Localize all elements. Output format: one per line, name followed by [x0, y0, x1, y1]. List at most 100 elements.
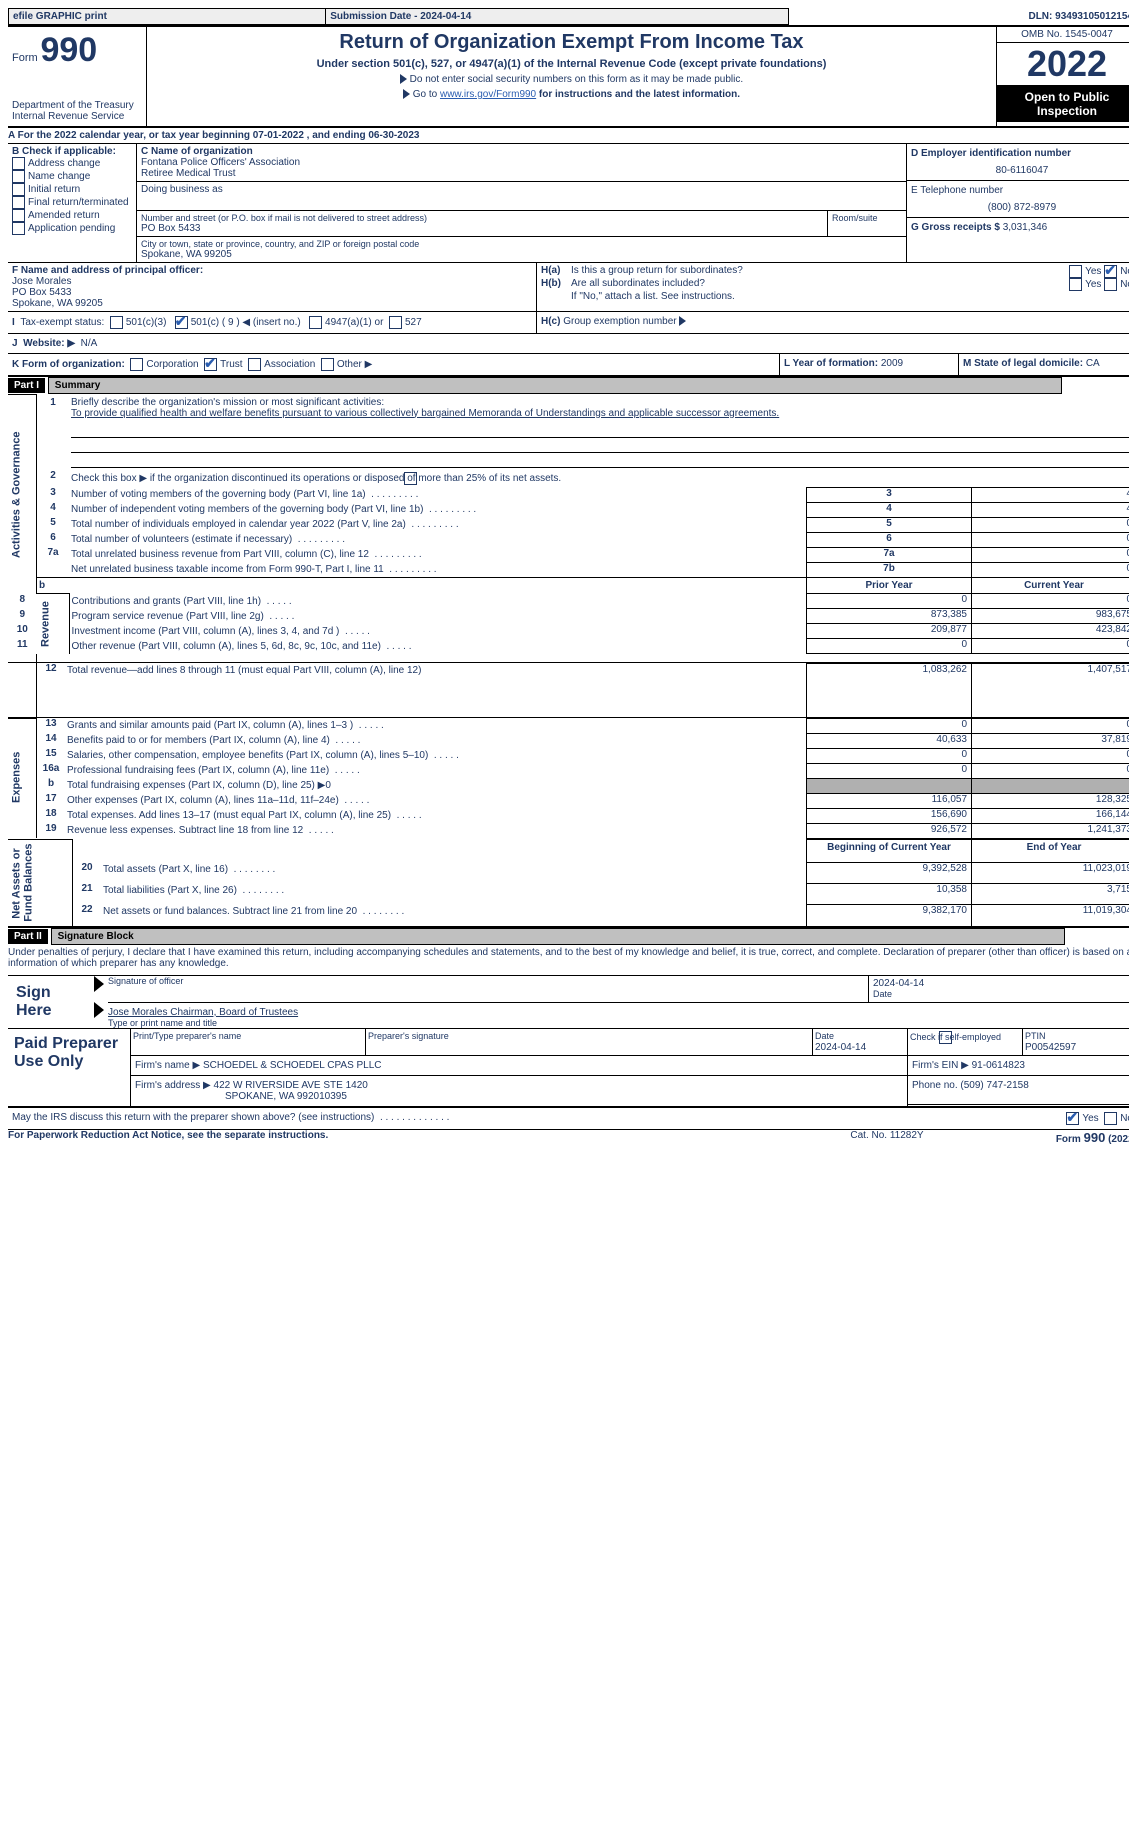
year-formation: 2009 — [881, 358, 903, 369]
line-num: 6 — [37, 532, 70, 547]
cb-hb-no[interactable] — [1104, 278, 1117, 291]
line-a-prefix: A For the 2022 calendar year, or tax yea… — [8, 130, 253, 141]
cb-name-change[interactable] — [12, 170, 25, 183]
line-text: Total fundraising expenses (Part IX, col… — [65, 778, 807, 793]
lbl-discuss-yes: Yes — [1082, 1113, 1098, 1124]
vlabel-activities: Activities & Governance — [8, 395, 37, 594]
line-value: 4 — [972, 502, 1129, 517]
lbl-address-change: Address change — [28, 158, 100, 169]
line-box: 5 — [807, 517, 972, 532]
line-num: 18 — [37, 808, 66, 823]
org-name-2: Retiree Medical Trust — [141, 168, 902, 179]
end-value: 11,023,019 — [972, 862, 1129, 883]
cb-initial-return[interactable] — [12, 183, 25, 196]
line-num: 17 — [37, 793, 66, 808]
firm-addr2: SPOKANE, WA 992010395 — [225, 1091, 347, 1102]
cb-527[interactable] — [389, 316, 402, 329]
ptin-label: PTIN — [1025, 1031, 1046, 1041]
cat-no: Cat. No. 11282Y — [787, 1130, 987, 1145]
prior-value: 0 — [807, 748, 972, 763]
website-value: N/A — [81, 338, 98, 349]
printed-name: Jose Morales Chairman, Board of Trustees — [108, 1007, 1129, 1018]
footer-row: For Paperwork Reduction Act Notice, see … — [8, 1130, 1129, 1145]
ptin-value: P00542597 — [1025, 1042, 1076, 1053]
line-num: 7a — [37, 547, 70, 562]
lbl-no: No — [1120, 266, 1129, 277]
cb-amended[interactable] — [12, 209, 25, 222]
curr-value: 983,675 — [972, 609, 1129, 624]
line-box: 3 — [807, 487, 972, 502]
cb-ha-no[interactable] — [1104, 265, 1117, 278]
beg-value: 9,382,170 — [807, 904, 972, 927]
sign-date-label: Date — [873, 989, 1129, 999]
line-num: 21 — [73, 883, 102, 904]
line-num — [37, 562, 70, 578]
cb-address-change[interactable] — [12, 157, 25, 170]
ein-value: 80-6116047 — [911, 165, 1129, 176]
cb-app-pending[interactable] — [12, 222, 25, 235]
cb-self-emp[interactable] — [939, 1031, 952, 1044]
cb-trust[interactable] — [204, 358, 217, 371]
line-text: Total number of volunteers (estimate if … — [69, 532, 807, 547]
sign-date: 2024-04-14 — [873, 978, 1129, 989]
box-e-label: E Telephone number — [911, 185, 1129, 196]
cb-hb-yes[interactable] — [1069, 278, 1082, 291]
klm-row: K Form of organization: Corporation Trus… — [8, 354, 1129, 377]
discuss-question: May the IRS discuss this return with the… — [12, 1112, 374, 1123]
prior-value: 0 — [807, 639, 972, 654]
line-num: 14 — [37, 733, 66, 748]
cb-discuss-no[interactable] — [1104, 1112, 1117, 1125]
printed-label: Type or print name and title — [108, 1018, 1129, 1028]
line-text: Salaries, other compensation, employee b… — [65, 748, 807, 763]
cb-discontinued[interactable] — [404, 472, 417, 485]
line-text: Contributions and grants (Part VIII, lin… — [69, 594, 807, 609]
room-label: Room/suite — [832, 213, 902, 223]
omb: OMB No. 1545-0047 — [997, 27, 1129, 43]
cb-discuss-yes[interactable] — [1066, 1112, 1079, 1125]
cb-ha-yes[interactable] — [1069, 265, 1082, 278]
summary-table: Activities & Governance 1 Briefly descri… — [8, 394, 1129, 663]
form-header: Form 990 Department of the Treasury Inte… — [8, 25, 1129, 128]
line-num: 10 — [8, 624, 37, 639]
entity-block: B Check if applicable: Address change Na… — [8, 144, 1129, 262]
prior-value — [807, 778, 972, 793]
cb-corp[interactable] — [130, 358, 143, 371]
cb-final-return[interactable] — [12, 196, 25, 209]
vlabel-net: Net Assets or Fund Balances — [8, 839, 73, 927]
cb-assoc[interactable] — [248, 358, 261, 371]
line-text: Professional fundraising fees (Part IX, … — [65, 763, 807, 778]
line-box: 6 — [807, 532, 972, 547]
lbl-trust: Trust — [220, 359, 242, 370]
gross-receipts: 3,031,346 — [1003, 222, 1048, 233]
row-i-label: Tax-exempt status: — [20, 317, 104, 328]
efile-button[interactable]: efile GRAPHIC print — [9, 9, 326, 25]
cb-4947[interactable] — [309, 316, 322, 329]
lbl-4947: 4947(a)(1) or — [325, 317, 383, 328]
prior-value: 156,690 — [807, 808, 972, 823]
box-d-label: D Employer identification number — [911, 148, 1129, 159]
lbl-discuss-no: No — [1120, 1113, 1129, 1124]
line-text: Benefits paid to or for members (Part IX… — [65, 733, 807, 748]
cb-501c[interactable] — [175, 316, 188, 329]
line-text: Total liabilities (Part X, line 26) . . … — [101, 883, 807, 904]
irs-link[interactable]: www.irs.gov/Form990 — [440, 89, 536, 100]
line-box: 4 — [807, 502, 972, 517]
form-title: Return of Organization Exempt From Incom… — [153, 31, 990, 54]
box-b-title: B Check if applicable: — [12, 146, 132, 157]
addr-label: Number and street (or P.O. box if mail i… — [141, 213, 823, 223]
line-num: b — [37, 778, 66, 793]
cb-501c3[interactable] — [110, 316, 123, 329]
hdr-end: End of Year — [972, 839, 1129, 862]
h-note: If "No," attach a list. See instructions… — [571, 291, 1129, 302]
form-sub2: Do not enter social security numbers on … — [410, 74, 743, 85]
end-value: 3,715 — [972, 883, 1129, 904]
part-i-bar: Part I — [8, 378, 45, 393]
cb-other[interactable] — [321, 358, 334, 371]
lbl-amended: Amended return — [28, 210, 100, 221]
line-text: Other revenue (Part VIII, column (A), li… — [69, 639, 807, 654]
line-text: Total number of individuals employed in … — [69, 517, 807, 532]
prior-value: 926,572 — [807, 823, 972, 838]
lbl-initial-return: Initial return — [28, 184, 80, 195]
line-text: Net unrelated business taxable income fr… — [69, 562, 807, 578]
firm-name: SCHOEDEL & SCHOEDEL CPAS PLLC — [203, 1060, 382, 1071]
